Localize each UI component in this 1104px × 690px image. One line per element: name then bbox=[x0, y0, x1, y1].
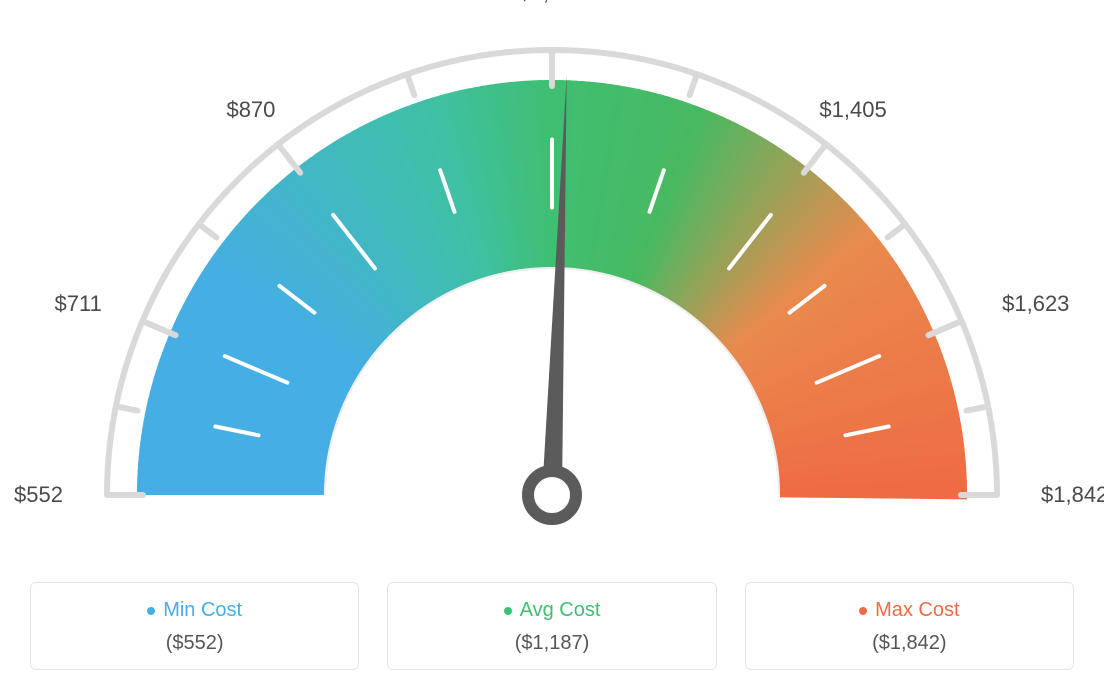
legend-dot-min bbox=[147, 607, 155, 615]
legend-value-avg: ($1,187) bbox=[398, 632, 705, 655]
legend-title-max: Max Cost bbox=[859, 599, 959, 622]
scale-tick bbox=[967, 406, 989, 410]
legend-card-avg: Avg Cost ($1,187) bbox=[387, 582, 716, 670]
tick-label: $1,187 bbox=[518, 0, 585, 6]
tick-label: $870 bbox=[226, 97, 275, 123]
tick-label: $1,623 bbox=[1002, 291, 1069, 317]
scale-tick bbox=[116, 406, 138, 410]
scale-tick bbox=[928, 321, 961, 335]
scale-tick bbox=[199, 224, 216, 237]
legend-label-max: Max Cost bbox=[875, 599, 959, 622]
scale-tick bbox=[690, 74, 697, 95]
tick-label: $552 bbox=[14, 482, 63, 508]
legend-label-min: Min Cost bbox=[163, 599, 242, 622]
legend-value-max: ($1,842) bbox=[756, 632, 1063, 655]
legend-title-min: Min Cost bbox=[147, 599, 242, 622]
legend-card-min: Min Cost ($552) bbox=[30, 582, 359, 670]
scale-tick bbox=[142, 321, 175, 335]
legend-value-min: ($552) bbox=[41, 632, 348, 655]
legend-dot-max bbox=[859, 607, 867, 615]
needle-hub bbox=[528, 471, 576, 519]
scale-tick bbox=[804, 144, 826, 172]
legend-label-avg: Avg Cost bbox=[520, 599, 601, 622]
gauge-area: $552 $711 $870 $1,187 $1,405 $1,623 $1,842 bbox=[0, 0, 1104, 560]
tick-label: $1,405 bbox=[819, 97, 886, 123]
scale-tick bbox=[888, 224, 905, 237]
legend-dot-avg bbox=[504, 607, 512, 615]
legend-card-max: Max Cost ($1,842) bbox=[745, 582, 1074, 670]
tick-label: $711 bbox=[55, 291, 102, 317]
scale-tick bbox=[278, 144, 300, 172]
gauge-svg bbox=[0, 0, 1104, 560]
tick-label: $1,842 bbox=[1041, 482, 1104, 508]
legend-row: Min Cost ($552) Avg Cost ($1,187) Max Co… bbox=[0, 582, 1104, 670]
scale-tick bbox=[407, 74, 414, 95]
legend-title-avg: Avg Cost bbox=[504, 599, 601, 622]
gauge-chart-container: $552 $711 $870 $1,187 $1,405 $1,623 $1,842 Min… bbox=[0, 0, 1104, 690]
